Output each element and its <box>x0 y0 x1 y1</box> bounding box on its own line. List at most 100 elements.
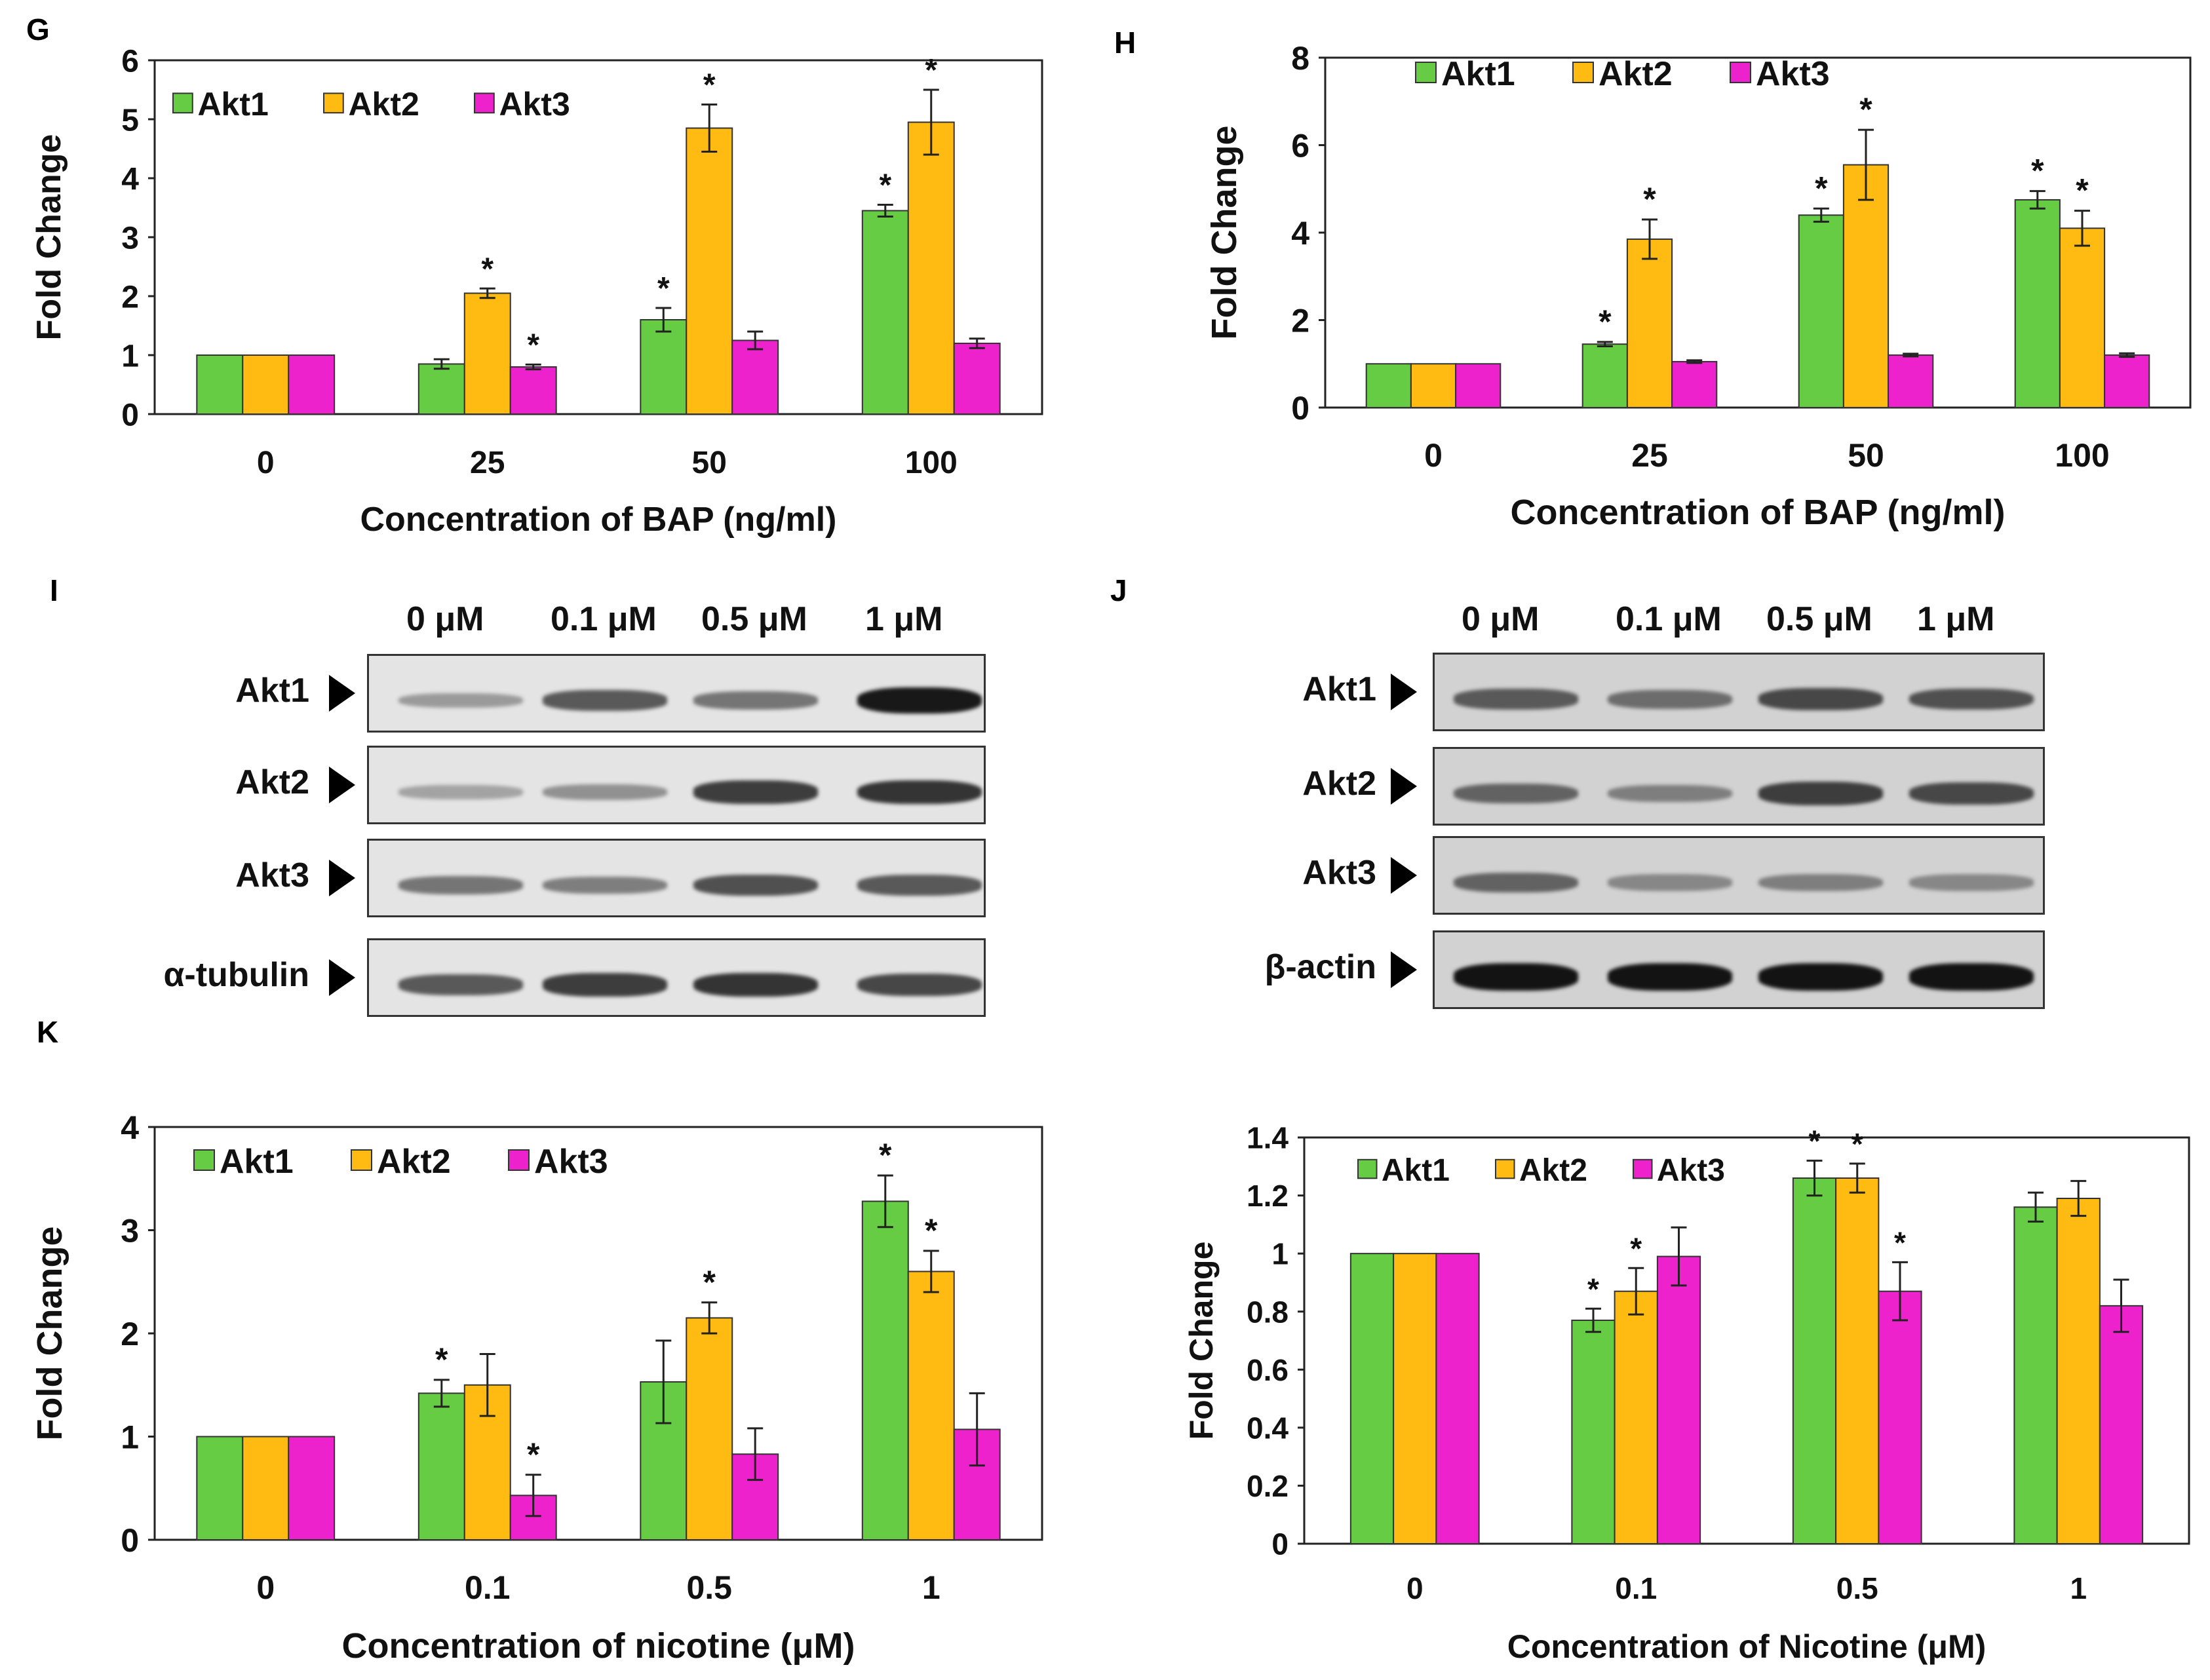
blot-arrow-icon <box>1391 951 1417 988</box>
bar-akt3 <box>1671 360 1718 408</box>
gel-strip <box>1433 747 2045 826</box>
bar-akt3 <box>953 343 1001 415</box>
legend-label-akt3: Akt3 <box>1756 55 1830 93</box>
blot-arrow-icon <box>329 767 355 803</box>
y-axis-label: Fold Change <box>1183 1242 1220 1440</box>
y-tick-label: 4 <box>121 162 139 197</box>
bar-akt2 <box>1393 1253 1437 1544</box>
blot-arrow-icon <box>329 860 355 896</box>
legend-label-akt2: Akt2 <box>1519 1153 1587 1188</box>
bar-akt3 <box>1435 1253 1480 1544</box>
bar-akt1 <box>640 319 688 415</box>
x-axis-label: Concentration of nicotine (μM) <box>342 1626 855 1666</box>
legend-label-akt1: Akt1 <box>197 86 268 123</box>
legend-label-akt1: Akt1 <box>1441 55 1515 93</box>
plot-frame <box>1303 1136 2190 1545</box>
bar-akt2 <box>1410 363 1457 408</box>
bar-akt2 <box>2059 227 2106 408</box>
y-tick-label: 4 <box>121 1109 139 1146</box>
gel-band <box>857 875 982 896</box>
significance-marker: * <box>879 168 891 203</box>
gel-band <box>1454 963 1578 991</box>
y-tick-label: 1 <box>121 1419 139 1456</box>
significance-marker: * <box>435 1341 448 1378</box>
gel-band <box>1758 782 1883 805</box>
bar-akt2 <box>1835 1177 1880 1544</box>
blot-lane-label: 0.5 μM <box>701 600 807 638</box>
x-tick-label: 0.5 <box>686 1569 732 1606</box>
panel-letter-j: J <box>1110 573 1127 607</box>
blot-arrow-icon <box>1391 857 1417 894</box>
bar-akt3 <box>1455 363 1502 408</box>
legend-swatch-akt3 <box>508 1149 530 1171</box>
blot-row-label: α-tubulin <box>163 956 309 994</box>
significance-marker: * <box>1643 181 1656 218</box>
gel-strip <box>1433 930 2045 1009</box>
blot-lane-label: 0 μM <box>1462 600 1540 638</box>
y-tick-label: 0.8 <box>1247 1295 1289 1329</box>
y-tick-label: 2 <box>1291 303 1309 339</box>
y-tick-label: 3 <box>121 1213 139 1250</box>
blot-arrow-icon <box>329 675 355 712</box>
legend-label-akt2: Akt2 <box>377 1143 451 1181</box>
y-tick-label: 0 <box>1271 1527 1289 1561</box>
panel-letter-g: G <box>26 12 50 47</box>
panel-letter-h: H <box>1114 26 1136 60</box>
x-tick-label: 50 <box>692 446 727 480</box>
significance-marker: * <box>2076 172 2089 209</box>
bar-akt1 <box>1365 363 1412 408</box>
y-tick-label: 3 <box>121 221 139 256</box>
panel-letter-k: K <box>37 1015 59 1049</box>
bar-akt2 <box>463 292 511 415</box>
gel-band <box>1758 687 1883 711</box>
legend-swatch-akt1 <box>1357 1158 1378 1179</box>
gel-band <box>1608 784 1732 803</box>
gel-band <box>1758 873 1883 892</box>
bar-akt1 <box>861 1200 909 1540</box>
bar-akt2 <box>2056 1198 2101 1544</box>
x-tick-label: 0 <box>257 446 275 480</box>
bar-akt1 <box>2014 199 2061 408</box>
gel-band <box>693 972 818 997</box>
significance-marker: * <box>1815 170 1828 206</box>
significance-marker: * <box>1894 1225 1906 1259</box>
bar-akt2 <box>242 354 290 415</box>
blot-lane-label: 0.1 μM <box>1616 600 1722 638</box>
legend-label-akt2: Akt2 <box>348 86 419 123</box>
blot-lane-label: 0 μM <box>406 600 484 638</box>
bar-akt1 <box>861 210 909 415</box>
bar-akt3 <box>731 339 779 415</box>
x-tick-label: 0.5 <box>1836 1571 1878 1605</box>
x-tick-label: 50 <box>1848 437 1884 474</box>
chart-g: 0 1 2 3 4 5 6 Fold Change Concentration of BAP (… <box>30 44 1043 539</box>
blot-row-label: Akt3 <box>1302 854 1376 892</box>
significance-marker: * <box>1809 1124 1821 1158</box>
x-tick-label: 100 <box>905 446 958 480</box>
y-tick-label: 1.4 <box>1247 1121 1289 1155</box>
gel-band <box>857 780 982 805</box>
x-tick-label: 0 <box>1424 437 1443 474</box>
significance-marker: * <box>703 1264 716 1301</box>
gel-strip <box>1433 653 2045 731</box>
legend-swatch-akt3 <box>1633 1158 1653 1179</box>
gel-band <box>1454 783 1578 804</box>
bar-akt3 <box>1888 354 1934 409</box>
bar-akt1 <box>1571 1320 1616 1544</box>
legend-swatch-akt1 <box>172 92 193 114</box>
x-tick-label: 0.1 <box>465 1569 511 1606</box>
bar-akt1 <box>1349 1253 1395 1544</box>
significance-marker: * <box>527 328 539 362</box>
bar-akt2 <box>686 1317 733 1540</box>
legend-label-akt3: Akt3 <box>534 1143 608 1181</box>
y-tick-label: 6 <box>121 44 139 79</box>
chart-l: 0 0.2 0.4 0.6 0.8 1 1.2 1.4 Fold Change Concentra… <box>1183 1121 2190 1665</box>
legend-swatch-akt2 <box>323 92 344 114</box>
y-tick-label: 8 <box>1291 40 1309 77</box>
gel-band <box>543 690 667 711</box>
bar-akt1 <box>1798 214 1844 408</box>
bar-akt3 <box>288 1436 336 1540</box>
x-tick-label: 25 <box>470 446 505 480</box>
gel-band <box>1909 874 2034 891</box>
bar-akt2 <box>1614 1290 1658 1544</box>
blot-lane-label: 1 μM <box>1917 600 1995 638</box>
